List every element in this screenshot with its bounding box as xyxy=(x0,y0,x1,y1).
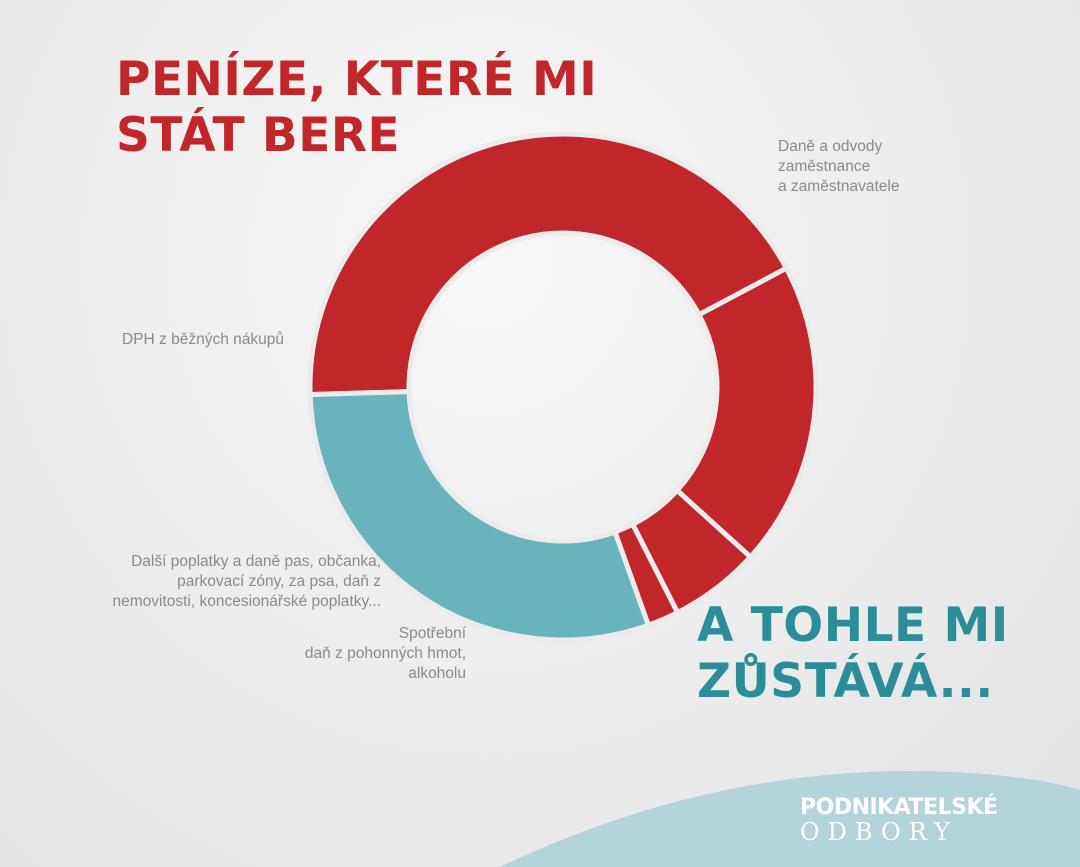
slice-label-other-fees: Další poplatky a daně pas, občanka, park… xyxy=(112,553,381,610)
slice-label-excise-tax: Spotřební daň z pohonných hmot, alkoholu xyxy=(304,625,466,682)
slice-remaining xyxy=(307,389,652,643)
slice-label-vat: DPH z běžných nákupů xyxy=(122,331,284,348)
wave-shape xyxy=(500,770,1080,867)
donut-slices xyxy=(307,131,819,643)
logo-line-2: ODBORY xyxy=(800,818,958,846)
logo-line-1: PODNIKATELSKÉ xyxy=(800,795,998,820)
headline-taken: PENÍZE, KTERÉ MI STÁT BERE xyxy=(116,52,598,163)
slice-employment-taxes xyxy=(307,131,790,398)
slice-vat xyxy=(673,264,819,561)
logo: PODNIKATELSKÉ ODBORY xyxy=(800,795,998,846)
headline-remaining: A TOHLE MI ZŮSTÁVÁ... xyxy=(697,598,1009,709)
slice-label-employment-taxes: Daně a odvody zaměstnance a zaměstnavate… xyxy=(778,138,900,195)
